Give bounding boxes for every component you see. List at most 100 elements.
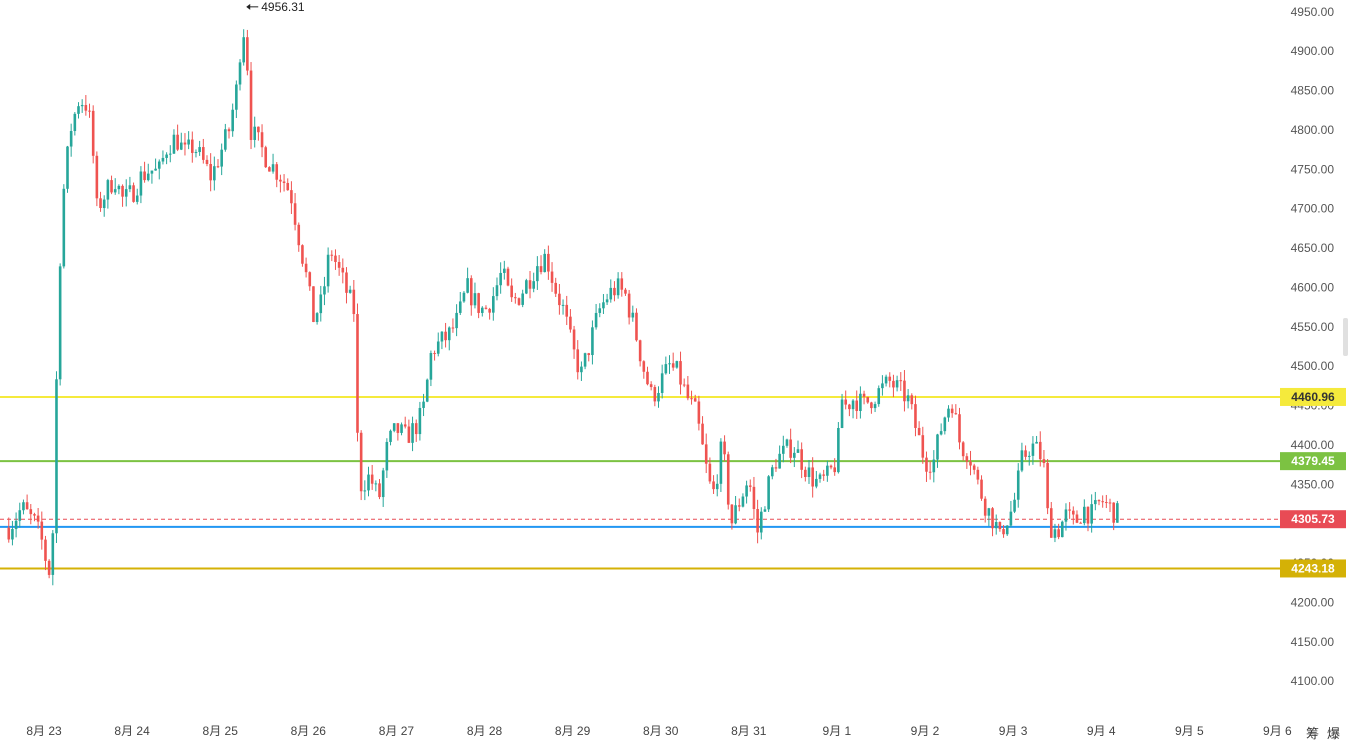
candle-body [770, 467, 774, 477]
candle-body [752, 486, 756, 509]
candle [991, 507, 994, 537]
candle [1031, 436, 1035, 465]
candle-body [492, 296, 495, 313]
candle [660, 364, 664, 399]
candle [220, 143, 223, 176]
candle-body [514, 297, 517, 299]
candle [352, 279, 356, 322]
candle [602, 294, 605, 314]
candle [1083, 499, 1086, 526]
candle [712, 475, 715, 494]
candle [359, 430, 363, 501]
candle-body [330, 254, 334, 256]
candle-body [135, 195, 139, 202]
candle-body [726, 454, 730, 505]
candle [862, 390, 866, 405]
candle-body [44, 539, 47, 561]
candle-body [168, 153, 172, 155]
candle-body [348, 289, 352, 293]
candle-body [1038, 441, 1042, 460]
candle-body [866, 396, 870, 403]
candle-body [381, 470, 385, 498]
candle [976, 466, 980, 485]
candle [84, 95, 88, 116]
candle [668, 355, 671, 374]
candle-body [36, 515, 40, 522]
candle [833, 458, 836, 476]
candle [914, 395, 917, 437]
candle [583, 352, 587, 370]
candle [451, 318, 455, 333]
candle-body [859, 393, 862, 412]
candle [859, 386, 862, 419]
candle [1009, 500, 1013, 528]
chip-tool-button[interactable]: 筹 [1306, 727, 1320, 742]
candle [337, 255, 341, 276]
candle [774, 458, 778, 472]
x-tick-label: 9月 5 [1175, 724, 1204, 738]
candle-body [378, 483, 381, 498]
y-tick-label: 4500.00 [1291, 359, 1335, 373]
candle-body [759, 511, 763, 533]
candle [961, 441, 965, 461]
candle [55, 371, 58, 543]
candle-body [506, 268, 510, 286]
candle [315, 312, 319, 325]
candle [1097, 499, 1101, 506]
candle-body [264, 147, 268, 168]
candle-body [1035, 441, 1038, 444]
candle [268, 166, 271, 172]
candle [414, 419, 418, 442]
candle-body [400, 424, 403, 433]
candle [356, 303, 359, 442]
candle-body [921, 435, 925, 458]
candle-body [1042, 459, 1046, 463]
candle-body [895, 380, 899, 388]
candle [1057, 523, 1060, 540]
candle-body [561, 304, 565, 306]
candle [965, 453, 969, 469]
x-tick-label: 9月 2 [911, 724, 940, 738]
candle [517, 297, 521, 306]
scroll-handle[interactable] [1343, 318, 1348, 356]
candle [1079, 521, 1082, 524]
candle [477, 292, 480, 319]
candle [161, 150, 165, 165]
candle [429, 350, 433, 387]
candle [936, 433, 939, 468]
candle [704, 433, 708, 474]
candle-body [1090, 504, 1093, 524]
candle-body [976, 469, 980, 480]
candle [293, 193, 297, 231]
candle [884, 374, 888, 387]
candle-body [602, 302, 605, 309]
candle-body [88, 110, 91, 112]
candle [906, 389, 910, 409]
candle-body [840, 399, 844, 428]
candle-body [796, 449, 800, 453]
candle-body [950, 408, 954, 414]
horizontal-lines-layer [0, 395, 1346, 570]
candle [782, 435, 785, 463]
candle-body [1002, 529, 1005, 535]
candle-body [620, 278, 624, 290]
candle-body [451, 327, 455, 329]
candle [848, 403, 851, 417]
candle [326, 247, 330, 293]
candle-body [191, 139, 194, 153]
x-tick-label: 8月 26 [291, 724, 327, 738]
x-tick-label: 8月 29 [555, 724, 591, 738]
candle [157, 159, 161, 180]
candle [209, 153, 212, 192]
candle [1013, 492, 1016, 514]
candle-body [370, 474, 374, 484]
burst-tool-button[interactable]: 爆 [1327, 727, 1341, 742]
candle-body [958, 414, 961, 443]
candle [194, 149, 198, 158]
price-line-label: 4460.96 [1280, 387, 1346, 406]
candle-body [723, 441, 726, 455]
candle-body [242, 37, 245, 63]
candle [1101, 495, 1104, 508]
candle [649, 381, 653, 391]
